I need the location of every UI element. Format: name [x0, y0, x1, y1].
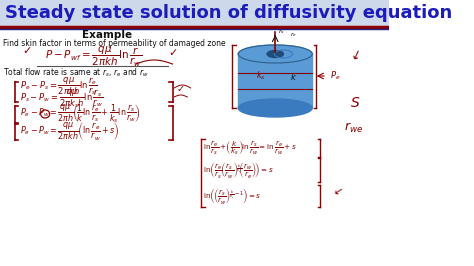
Text: $P_e$: $P_e$: [330, 70, 341, 82]
Ellipse shape: [238, 45, 312, 63]
Text: $\checkmark$: $\checkmark$: [176, 83, 185, 93]
Text: $k_s$: $k_s$: [255, 70, 265, 82]
Text: Find skin factor in terms of permeability of damaged zone: Find skin factor in terms of permeabilit…: [3, 39, 226, 48]
Text: $P_e - P_s = \dfrac{q\mu}{2\pi kh}\ln\dfrac{r_e}{r_s}$: $P_e - P_s = \dfrac{q\mu}{2\pi kh}\ln\df…: [20, 75, 97, 97]
Text: $r_{we}$: $r_{we}$: [344, 121, 363, 135]
Text: $\swarrow$: $\swarrow$: [346, 48, 364, 64]
Text: Steady state solution of diffusivity equation: Steady state solution of diffusivity equ…: [5, 4, 452, 22]
Text: $\ln\!\left(\dfrac{r_e}{r_s}\!\left(\dfrac{r_s}{r_w}\right)^{\!\frac{k}{k_s}}\!\: $\ln\!\left(\dfrac{r_e}{r_s}\!\left(\dfr…: [203, 160, 274, 180]
Text: $P_e - P_w = \dfrac{q\mu}{2\pi kh}\!\left(\ln\dfrac{r_e}{r_w} + s\right)$: $P_e - P_w = \dfrac{q\mu}{2\pi kh}\!\lef…: [20, 120, 119, 142]
Text: $\checkmark$: $\checkmark$: [22, 45, 32, 55]
Text: $\swarrow$: $\swarrow$: [330, 185, 344, 197]
Text: $\ln\dfrac{r_e}{r_s} + \!\left(\dfrac{k}{k_s}\right)\!\ln\dfrac{r_s}{r_w} = \ln\: $\ln\dfrac{r_e}{r_s} + \!\left(\dfrac{k}…: [203, 139, 297, 157]
Text: $r_s$: $r_s$: [278, 28, 284, 36]
Text: $P - P_{wf} = \dfrac{q\mu}{2\pi kh}\ln\dfrac{r}{r_w}$: $P - P_{wf} = \dfrac{q\mu}{2\pi kh}\ln\d…: [45, 45, 142, 69]
Text: $P_s - P_w = \dfrac{q\mu}{2\pi k_s h}\ln\dfrac{r_s}{r_w}$: $P_s - P_w = \dfrac{q\mu}{2\pi k_s h}\ln…: [20, 88, 103, 110]
Ellipse shape: [238, 99, 312, 117]
Ellipse shape: [267, 51, 283, 57]
Text: $\checkmark$: $\checkmark$: [168, 47, 177, 57]
Bar: [0, 0, 390, 26]
Text: $S$: $S$: [350, 96, 360, 110]
Text: $r_e$: $r_e$: [290, 31, 297, 39]
Text: $\ln\!\left(\!\left(\dfrac{r_s}{r_w}\right)^{\!\frac{k}{k_s}-1}\!\right) = s$: $\ln\!\left(\!\left(\dfrac{r_s}{r_w}\rig…: [203, 186, 261, 206]
Text: $P_e - P_w = \dfrac{q\mu}{2\pi h}\!\left(\!\dfrac{1}{k}\ln\dfrac{r_e}{r_s} + \df: $P_e - P_w = \dfrac{q\mu}{2\pi h}\!\left…: [20, 103, 140, 125]
Text: Example: Example: [82, 30, 132, 40]
Text: $k$: $k$: [290, 70, 297, 81]
Text: Total flow rate is same at $r_s$, $r_e$ and $r_w$: Total flow rate is same at $r_s$, $r_e$ …: [3, 67, 149, 79]
Bar: [238, 53, 312, 108]
